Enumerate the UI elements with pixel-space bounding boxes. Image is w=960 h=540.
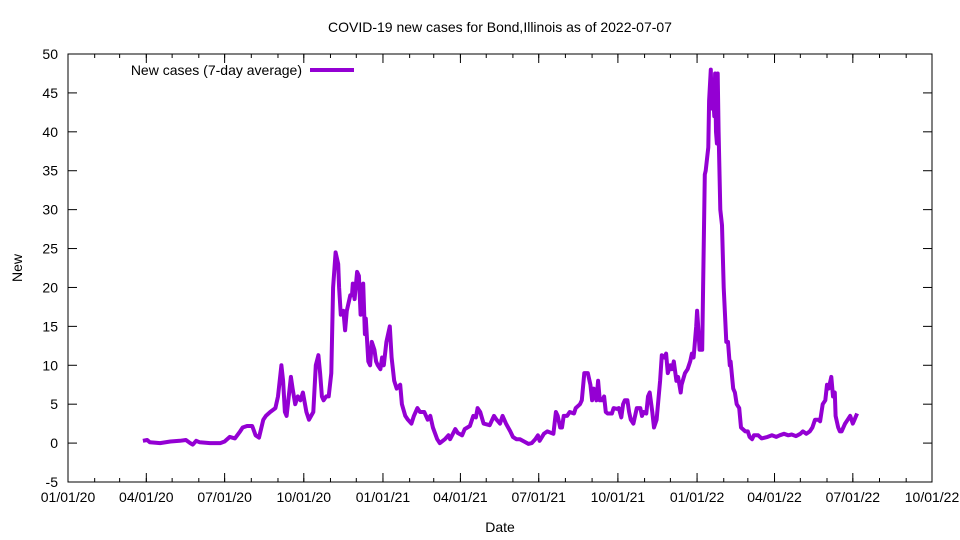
x-tick-label: 04/01/21: [433, 489, 488, 505]
x-tick-label: 04/01/22: [747, 489, 802, 505]
y-tick-label: 40: [42, 124, 58, 140]
y-tick-label: 35: [42, 163, 58, 179]
x-tick-label: 07/01/22: [826, 489, 881, 505]
x-tick-label: 10/01/22: [905, 489, 960, 505]
y-tick-label: 20: [42, 279, 58, 295]
x-tick-label: 07/01/20: [197, 489, 252, 505]
plot-frame: [67, 53, 933, 483]
y-tick-label: 15: [42, 318, 58, 334]
series-line: [142, 67, 859, 447]
y-tick-label: -5: [46, 474, 59, 490]
y-tick-label: 45: [42, 85, 58, 101]
y-tick-label: 5: [50, 396, 58, 412]
y-tick-label: 0: [50, 435, 58, 451]
x-tick-label: 04/01/20: [119, 489, 174, 505]
x-axis: 01/01/20 04/01/20 07/01/20 10/01/20 01/01/21…: [41, 54, 960, 505]
x-axis-label: Date: [485, 519, 515, 535]
y-axis: -5 0 5 10 15 20 25 30 35 40 45 50: [42, 46, 932, 490]
x-tick-label: 10/01/21: [591, 489, 646, 505]
x-tick-label: 01/01/22: [670, 489, 725, 505]
legend-label: New cases (7-day average): [131, 62, 302, 78]
x-tick-label: 10/01/20: [277, 489, 332, 505]
y-tick-label: 30: [42, 202, 58, 218]
x-tick-label: 07/01/21: [511, 489, 566, 505]
legend: New cases (7-day average): [131, 62, 354, 78]
chart-title: COVID-19 new cases for Bond,Illinois as …: [328, 19, 672, 35]
series-group: [142, 67, 859, 447]
x-tick-label: 01/01/21: [356, 489, 411, 505]
x-tick-label: 01/01/20: [41, 489, 96, 505]
y-tick-label: 25: [42, 241, 58, 257]
y-tick-label: 50: [42, 46, 58, 62]
y-axis-label: New: [9, 253, 25, 282]
y-tick-label: 10: [42, 357, 58, 373]
